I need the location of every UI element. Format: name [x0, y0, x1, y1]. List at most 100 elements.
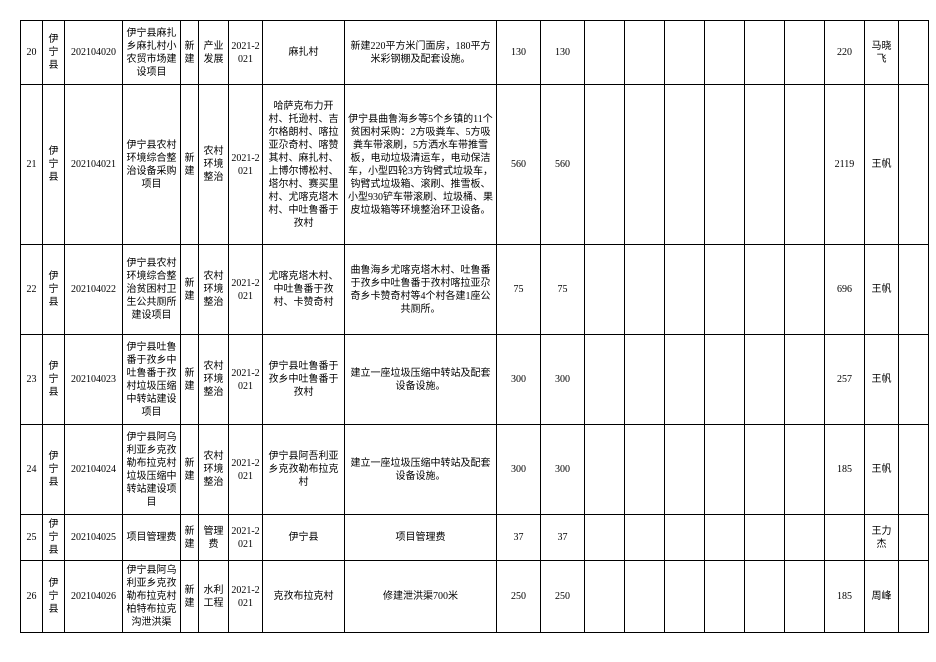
content-cell: 曲鲁海乡尤喀克塔木村、吐鲁番于孜乡中吐鲁番于孜村喀拉亚尕奇乡卡赞奇村等4个村各建… — [345, 245, 497, 335]
project-cell: 伊宁县吐鲁番于孜乡中吐鲁番于孜村垃圾压缩中转站建设项目 — [123, 335, 181, 425]
code-cell: 202104024 — [65, 425, 123, 515]
value-cell — [745, 335, 785, 425]
value-cell: 300 — [541, 425, 585, 515]
projects-table: 20伊宁县202104020伊宁县麻扎乡麻扎村小农贸市场建设项目新建产业发展20… — [20, 20, 929, 633]
build-type-cell: 新建 — [181, 245, 199, 335]
value-cell: 130 — [541, 21, 585, 85]
value-cell: 2119 — [825, 85, 865, 245]
value-cell — [665, 561, 705, 633]
person-cell: 周峰 — [865, 561, 899, 633]
content-cell: 伊宁县曲鲁海乡等5个乡镇的11个贫困村采购：2方吸粪车、5方吸粪车带滚刷，5方洒… — [345, 85, 497, 245]
project-cell: 项目管理费 — [123, 515, 181, 561]
value-cell — [785, 561, 825, 633]
location-cell: 尤喀克塔木村、中吐鲁番于孜村、卡赞奇村 — [263, 245, 345, 335]
person-cell: 王帆 — [865, 425, 899, 515]
value-cell — [625, 335, 665, 425]
value-cell: 696 — [825, 245, 865, 335]
location-cell: 克孜布拉克村 — [263, 561, 345, 633]
build-type-cell: 新建 — [181, 561, 199, 633]
code-cell: 202104021 — [65, 85, 123, 245]
empty-cell — [899, 85, 929, 245]
content-cell: 建立一座垃圾压缩中转站及配套设备设施。 — [345, 425, 497, 515]
value-cell — [705, 335, 745, 425]
person-cell: 王帆 — [865, 335, 899, 425]
value-cell — [665, 425, 705, 515]
build-type-cell: 新建 — [181, 425, 199, 515]
county-cell: 伊宁县 — [43, 561, 65, 633]
project-cell: 伊宁县农村环境综合整治设备采购项目 — [123, 85, 181, 245]
value-cell: 75 — [497, 245, 541, 335]
value-cell — [705, 245, 745, 335]
project-cell: 伊宁县农村环境综合整治贫困村卫生公共厕所建设项目 — [123, 245, 181, 335]
seq-cell: 22 — [21, 245, 43, 335]
person-cell: 马晓飞 — [865, 21, 899, 85]
period-cell: 2021-2021 — [229, 245, 263, 335]
project-cell: 伊宁县麻扎乡麻扎村小农贸市场建设项目 — [123, 21, 181, 85]
value-cell: 300 — [497, 425, 541, 515]
value-cell — [705, 425, 745, 515]
code-cell: 202104026 — [65, 561, 123, 633]
seq-cell: 23 — [21, 335, 43, 425]
value-cell — [665, 515, 705, 561]
county-cell: 伊宁县 — [43, 425, 65, 515]
value-cell — [785, 425, 825, 515]
value-cell — [825, 515, 865, 561]
value-cell — [785, 21, 825, 85]
location-cell: 伊宁县阿吾利亚乡克孜勒布拉克村 — [263, 425, 345, 515]
person-cell: 王力杰 — [865, 515, 899, 561]
content-cell: 项目管理费 — [345, 515, 497, 561]
table-row: 26伊宁县202104026伊宁县阿乌利亚乡克孜勒布拉克村柏特布拉克沟泄洪渠新建… — [21, 561, 929, 633]
location-cell: 哈萨克布力开村、托逊村、吉尔格朗村、喀拉亚尕奇村、喀赞其村、麻扎村、上博尔博松村… — [263, 85, 345, 245]
seq-cell: 26 — [21, 561, 43, 633]
period-cell: 2021-2021 — [229, 425, 263, 515]
value-cell: 560 — [497, 85, 541, 245]
seq-cell: 21 — [21, 85, 43, 245]
value-cell — [745, 561, 785, 633]
table-row: 24伊宁县202104024伊宁县阿乌利亚乡克孜勒布拉克村垃圾压缩中转站建设项目… — [21, 425, 929, 515]
value-cell: 257 — [825, 335, 865, 425]
code-cell: 202104022 — [65, 245, 123, 335]
value-cell: 37 — [541, 515, 585, 561]
build-type-cell: 新建 — [181, 85, 199, 245]
category-cell: 农村环境整治 — [199, 335, 229, 425]
content-cell: 修建泄洪渠700米 — [345, 561, 497, 633]
value-cell — [745, 425, 785, 515]
value-cell: 185 — [825, 425, 865, 515]
county-cell: 伊宁县 — [43, 85, 65, 245]
value-cell — [745, 515, 785, 561]
value-cell — [665, 85, 705, 245]
value-cell — [625, 515, 665, 561]
value-cell — [745, 21, 785, 85]
content-cell: 建立一座垃圾压缩中转站及配套设备设施。 — [345, 335, 497, 425]
category-cell: 产业发展 — [199, 21, 229, 85]
value-cell: 250 — [497, 561, 541, 633]
table-row: 21伊宁县202104021伊宁县农村环境综合整治设备采购项目新建农村环境整治2… — [21, 85, 929, 245]
table-row: 20伊宁县202104020伊宁县麻扎乡麻扎村小农贸市场建设项目新建产业发展20… — [21, 21, 929, 85]
empty-cell — [899, 425, 929, 515]
value-cell — [625, 245, 665, 335]
seq-cell: 20 — [21, 21, 43, 85]
category-cell: 水利工程 — [199, 561, 229, 633]
value-cell — [785, 245, 825, 335]
value-cell — [705, 85, 745, 245]
value-cell — [585, 335, 625, 425]
code-cell: 202104020 — [65, 21, 123, 85]
value-cell — [585, 85, 625, 245]
content-cell: 新建220平方米门面房，180平方米彩钢棚及配套设施。 — [345, 21, 497, 85]
county-cell: 伊宁县 — [43, 245, 65, 335]
period-cell: 2021-2021 — [229, 561, 263, 633]
value-cell — [745, 85, 785, 245]
code-cell: 202104025 — [65, 515, 123, 561]
value-cell: 220 — [825, 21, 865, 85]
period-cell: 2021-2021 — [229, 335, 263, 425]
value-cell — [705, 21, 745, 85]
value-cell — [705, 561, 745, 633]
period-cell: 2021-2021 — [229, 21, 263, 85]
value-cell: 130 — [497, 21, 541, 85]
category-cell: 农村环境整治 — [199, 425, 229, 515]
category-cell: 农村环境整治 — [199, 245, 229, 335]
value-cell — [745, 245, 785, 335]
empty-cell — [899, 561, 929, 633]
seq-cell: 25 — [21, 515, 43, 561]
period-cell: 2021-2021 — [229, 515, 263, 561]
